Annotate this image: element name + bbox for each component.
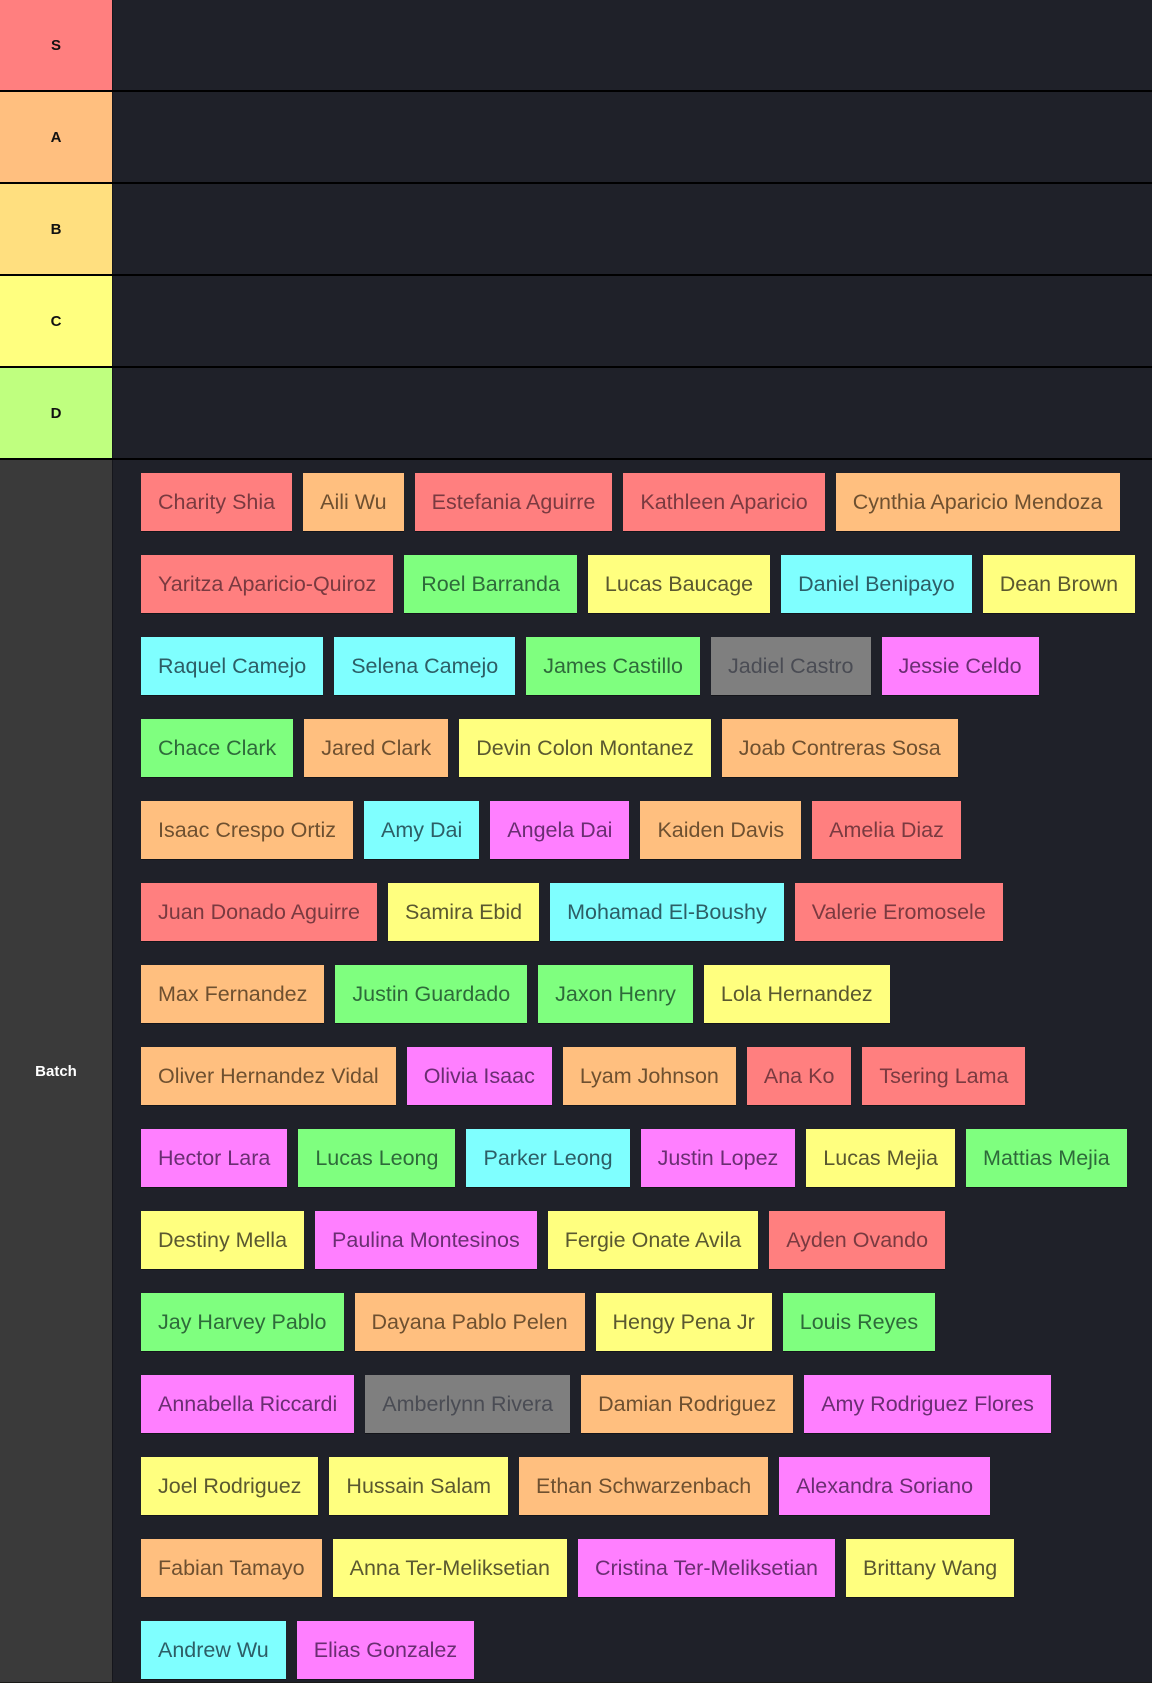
- draggable-name-chip[interactable]: Amelia Diaz: [812, 801, 961, 859]
- draggable-name-chip[interactable]: Amberlynn Rivera: [365, 1375, 571, 1433]
- draggable-name-chip[interactable]: Mattias Mejia: [966, 1129, 1127, 1187]
- tier-label-c[interactable]: C: [0, 276, 112, 366]
- draggable-name-chip[interactable]: Annabella Riccardi: [141, 1375, 355, 1433]
- draggable-name-chip[interactable]: Ethan Schwarzenbach: [519, 1457, 769, 1515]
- draggable-name-chip[interactable]: Aili Wu: [303, 473, 404, 531]
- draggable-name-chip[interactable]: Estefania Aguirre: [414, 473, 613, 531]
- draggable-name-chip[interactable]: Hengy Pena Jr: [595, 1293, 772, 1351]
- draggable-name-chip[interactable]: Damian Rodriguez: [581, 1375, 794, 1433]
- draggable-name-chip[interactable]: Cristina Ter-Meliksetian: [577, 1539, 836, 1597]
- draggable-name-chip[interactable]: Joab Contreras Sosa: [721, 719, 958, 777]
- tier-dropzone-b[interactable]: [112, 184, 1152, 274]
- draggable-name-chip[interactable]: Fergie Onate Avila: [547, 1211, 759, 1269]
- tier-label-d[interactable]: D: [0, 368, 112, 458]
- draggable-name-chip[interactable]: Dean Brown: [982, 555, 1136, 613]
- tier-dropzone-s[interactable]: [112, 0, 1152, 90]
- draggable-name-chip[interactable]: Cynthia Aparicio Mendoza: [835, 473, 1120, 531]
- draggable-name-chip[interactable]: Lucas Leong: [298, 1129, 456, 1187]
- draggable-name-chip[interactable]: James Castillo: [526, 637, 701, 695]
- batch-dropzone[interactable]: Charity Shia Aili Wu Estefania Aguirre Kath…: [112, 460, 1152, 1682]
- draggable-name-chip[interactable]: Amy Rodriguez Flores: [804, 1375, 1051, 1433]
- draggable-name-chip[interactable]: Elias Gonzalez: [296, 1621, 475, 1679]
- draggable-name-chip[interactable]: Hussain Salam: [329, 1457, 509, 1515]
- draggable-name-chip[interactable]: Oliver Hernandez Vidal: [141, 1047, 396, 1105]
- draggable-name-chip[interactable]: Juan Donado Aguirre: [141, 883, 378, 941]
- draggable-name-chip[interactable]: Lyam Johnson: [562, 1047, 736, 1105]
- draggable-name-chip[interactable]: Paulina Montesinos: [315, 1211, 537, 1269]
- draggable-name-chip[interactable]: Ana Ko: [746, 1047, 852, 1105]
- draggable-name-chip[interactable]: Parker Leong: [466, 1129, 630, 1187]
- tier-label-s[interactable]: S: [0, 0, 112, 90]
- draggable-name-chip[interactable]: Mohamad El-Boushy: [550, 883, 784, 941]
- draggable-name-chip[interactable]: Jay Harvey Pablo: [141, 1293, 344, 1351]
- tier-row-c: C: [0, 276, 1152, 368]
- draggable-name-chip[interactable]: Ayden Ovando: [769, 1211, 946, 1269]
- draggable-name-chip[interactable]: Justin Guardado: [335, 965, 528, 1023]
- tier-row-b: B: [0, 184, 1152, 276]
- tier-dropzone-a[interactable]: [112, 92, 1152, 182]
- draggable-name-chip[interactable]: Andrew Wu: [141, 1621, 286, 1679]
- draggable-name-chip[interactable]: Lola Hernandez: [703, 965, 890, 1023]
- draggable-name-chip[interactable]: Yaritza Aparicio-Quiroz: [141, 555, 394, 613]
- draggable-name-chip[interactable]: Charity Shia: [141, 473, 293, 531]
- draggable-name-chip[interactable]: Alexandra Soriano: [779, 1457, 991, 1515]
- draggable-name-chip[interactable]: Selena Camejo: [334, 637, 516, 695]
- draggable-name-chip[interactable]: Samira Ebid: [388, 883, 540, 941]
- draggable-name-chip[interactable]: Roel Barranda: [404, 555, 577, 613]
- draggable-name-chip[interactable]: Olivia Isaac: [406, 1047, 552, 1105]
- tier-label-b[interactable]: B: [0, 184, 112, 274]
- tier-dropzone-c[interactable]: [112, 276, 1152, 366]
- tier-label-batch[interactable]: Batch: [0, 460, 112, 1682]
- draggable-name-chip[interactable]: Isaac Crespo Ortiz: [141, 801, 354, 859]
- draggable-name-chip[interactable]: Jaxon Henry: [538, 965, 693, 1023]
- draggable-name-chip[interactable]: Brittany Wang: [846, 1539, 1015, 1597]
- tier-row-d: D: [0, 368, 1152, 460]
- draggable-name-chip[interactable]: Destiny Mella: [141, 1211, 305, 1269]
- draggable-name-chip[interactable]: Max Fernandez: [141, 965, 325, 1023]
- draggable-name-chip[interactable]: Jadiel Castro: [711, 637, 871, 695]
- tier-row-s: S: [0, 0, 1152, 92]
- draggable-name-chip[interactable]: Jessie Celdo: [881, 637, 1039, 695]
- draggable-name-chip[interactable]: Louis Reyes: [782, 1293, 936, 1351]
- draggable-name-chip[interactable]: Kaiden Davis: [640, 801, 802, 859]
- draggable-name-chip[interactable]: Raquel Camejo: [141, 637, 324, 695]
- draggable-name-chip[interactable]: Chace Clark: [141, 719, 294, 777]
- draggable-name-chip[interactable]: Devin Colon Montanez: [459, 719, 711, 777]
- draggable-name-chip[interactable]: Fabian Tamayo: [141, 1539, 322, 1597]
- draggable-name-chip[interactable]: Joel Rodriguez: [141, 1457, 319, 1515]
- tier-row-a: A: [0, 92, 1152, 184]
- draggable-name-chip[interactable]: Angela Dai: [490, 801, 630, 859]
- draggable-name-chip[interactable]: Lucas Mejia: [806, 1129, 956, 1187]
- draggable-name-chip[interactable]: Amy Dai: [364, 801, 480, 859]
- draggable-name-chip[interactable]: Tsering Lama: [862, 1047, 1026, 1105]
- draggable-name-chip[interactable]: Lucas Baucage: [587, 555, 771, 613]
- draggable-name-chip[interactable]: Valerie Eromosele: [794, 883, 1003, 941]
- draggable-name-chip[interactable]: Kathleen Aparicio: [623, 473, 825, 531]
- draggable-name-chip[interactable]: Jared Clark: [304, 719, 449, 777]
- tier-dropzone-d[interactable]: [112, 368, 1152, 458]
- draggable-name-chip[interactable]: Anna Ter-Meliksetian: [332, 1539, 567, 1597]
- draggable-name-chip[interactable]: Dayana Pablo Pelen: [354, 1293, 585, 1351]
- draggable-name-chip[interactable]: Hector Lara: [141, 1129, 288, 1187]
- tier-label-a[interactable]: A: [0, 92, 112, 182]
- tier-row-batch: Batch Charity Shia Aili Wu Estefania Aguir…: [0, 460, 1152, 1682]
- draggable-name-chip[interactable]: Justin Lopez: [640, 1129, 796, 1187]
- draggable-name-chip[interactable]: Daniel Benipayo: [781, 555, 972, 613]
